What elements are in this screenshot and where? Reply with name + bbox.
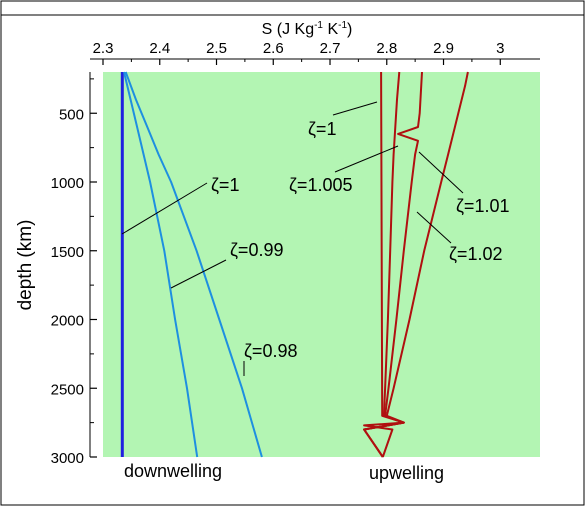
x-tick-label: 3 (496, 40, 504, 57)
region-label-upwelling: upwelling (369, 463, 444, 483)
x-tick-label: 2.8 (376, 40, 397, 57)
series-lines (120, 71, 469, 458)
annotation-leader (170, 259, 227, 289)
y-tick-label: 1000 (51, 175, 84, 192)
series-annotation: ζ=1.02 (449, 244, 502, 264)
plot-background (103, 72, 540, 457)
annotation-leader (121, 182, 208, 235)
annotation-labels: ζ=1 ζ=0.99 ζ=0.98 ζ=1 ζ=1.005 ζ=1.01 ζ=1.02 (211, 119, 509, 361)
x-tick-label: 2.4 (149, 40, 170, 57)
x-axis-label: S (J Kg-1 K-1) (262, 20, 353, 38)
series-line (123, 71, 199, 458)
annotation-leaders (121, 101, 464, 376)
annotation-leader (332, 101, 378, 116)
series-annotation: ζ=1 (308, 119, 336, 139)
y-tick-label: 2000 (51, 313, 84, 330)
annotation-leader (418, 151, 464, 194)
annotation-leader (334, 145, 399, 173)
x-axis: 2.3 2.4 2.5 2.6 2.7 2.8 2.9 3 (90, 40, 540, 65)
x-tick-label: 2.7 (320, 40, 341, 57)
x-tick-label: 2.3 (93, 40, 114, 57)
series-annotation: ζ=0.99 (230, 240, 283, 260)
series-annotation: ζ=0.98 (244, 341, 297, 361)
y-axis-label: depth (km) (15, 220, 36, 311)
y-tick-label: 1500 (51, 244, 84, 261)
series-line (363, 71, 405, 458)
annotation-leader (416, 211, 452, 244)
region-label-downwelling: downwelling (124, 461, 222, 481)
series-annotation: ζ=1 (211, 175, 239, 195)
series-annotation: ζ=1.01 (456, 196, 509, 216)
x-tick-label: 2.6 (263, 40, 284, 57)
y-axis: 500 1000 1500 2000 2500 3000 (51, 72, 97, 467)
x-tick-label: 2.9 (433, 40, 454, 57)
series-annotation: ζ=1.005 (289, 175, 353, 195)
series-line (363, 71, 469, 458)
series-line (124, 71, 263, 458)
y-tick-label: 500 (59, 106, 84, 123)
x-tick-label: 2.5 (206, 40, 227, 57)
y-tick-label: 2500 (51, 381, 84, 398)
y-tick-label: 3000 (51, 450, 84, 467)
